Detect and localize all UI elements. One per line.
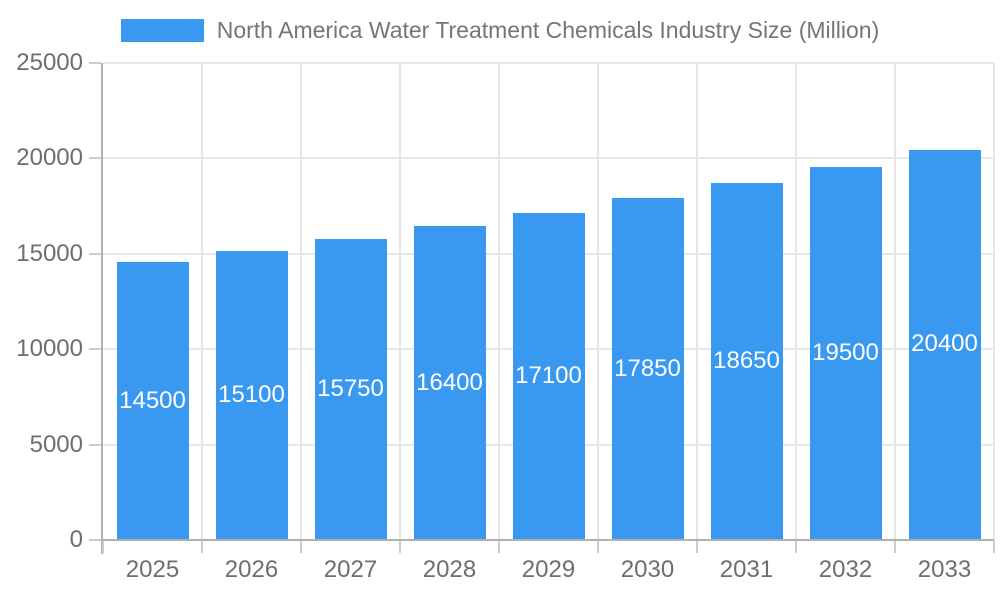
x-tick-label: 2026: [224, 556, 279, 583]
gridline-vertical: [993, 63, 995, 540]
x-axis-tick: [399, 541, 401, 553]
x-axis-line: [101, 539, 994, 541]
legend-label[interactable]: North America Water Treatment Chemicals …: [216, 17, 880, 43]
bar-value-label: 20400: [911, 330, 978, 358]
x-tick-label: 2028: [422, 556, 477, 583]
y-axis-tick: [89, 348, 101, 351]
gridline-vertical: [696, 63, 698, 540]
x-tick-label: 2029: [521, 556, 576, 583]
x-tick-label: 2031: [719, 556, 774, 583]
gridline-vertical: [498, 63, 500, 540]
gridline-vertical: [399, 63, 401, 540]
y-axis-tick: [89, 539, 101, 541]
bar[interactable]: 17850: [611, 198, 684, 539]
x-tick-label: 2027: [323, 556, 378, 583]
bar[interactable]: 20400: [908, 149, 981, 539]
gridline-vertical: [795, 63, 797, 540]
bar[interactable]: 14500: [116, 262, 189, 539]
x-tick-label: 2033: [917, 556, 972, 583]
bar[interactable]: 19500: [809, 166, 882, 539]
y-axis-tick: [89, 443, 101, 446]
x-axis-tick: [696, 541, 698, 553]
x-tick-label: 2030: [620, 556, 675, 583]
bar[interactable]: 17100: [512, 212, 585, 539]
x-axis-tick: [795, 541, 797, 553]
bar[interactable]: 18650: [710, 183, 783, 539]
gridline-horizontal: [103, 157, 994, 160]
y-tick-label: 5000: [29, 430, 83, 458]
gridline-horizontal: [103, 62, 994, 64]
y-axis-tick: [89, 252, 101, 255]
y-axis-line: [101, 63, 103, 554]
bar-value-label: 19500: [812, 338, 879, 366]
y-axis-tick: [89, 62, 101, 64]
gridline-vertical: [597, 63, 599, 540]
bar[interactable]: 16400: [413, 226, 486, 539]
bar-value-label: 15750: [317, 374, 384, 402]
bar-value-label: 15100: [218, 380, 285, 408]
bar[interactable]: 15750: [314, 238, 387, 539]
x-axis-tick: [894, 541, 896, 553]
gridline-vertical: [300, 63, 302, 540]
y-tick-label: 20000: [16, 144, 83, 172]
legend[interactable]: North America Water Treatment Chemicals …: [0, 17, 1000, 44]
x-tick-label: 2025: [125, 556, 180, 583]
legend-swatch-icon[interactable]: [120, 19, 204, 42]
x-axis-tick: [993, 541, 995, 553]
bar[interactable]: 15100: [215, 250, 288, 539]
gridline-vertical: [201, 63, 203, 540]
x-axis-tick: [201, 541, 203, 553]
x-tick-label: 2032: [818, 556, 873, 583]
bar-value-label: 16400: [416, 368, 483, 396]
bar-value-label: 14500: [119, 386, 186, 414]
y-tick-label: 15000: [16, 239, 83, 267]
y-tick-label: 10000: [16, 335, 83, 363]
plot-area: 0 5000 10000 15000 20000 25000 14500 2025 15100 2…: [16, 49, 995, 583]
x-axis-tick: [102, 541, 104, 553]
y-tick-label: 0: [69, 526, 83, 553]
y-axis-tick: [89, 157, 101, 160]
y-tick-label: 25000: [16, 49, 83, 76]
x-axis-tick: [498, 541, 500, 553]
bar-value-label: 17850: [614, 354, 681, 382]
bar-value-label: 17100: [515, 361, 582, 389]
x-axis-tick: [597, 541, 599, 553]
x-axis-tick: [300, 541, 302, 553]
bar-value-label: 18650: [713, 347, 780, 375]
gridline-vertical: [894, 63, 896, 540]
